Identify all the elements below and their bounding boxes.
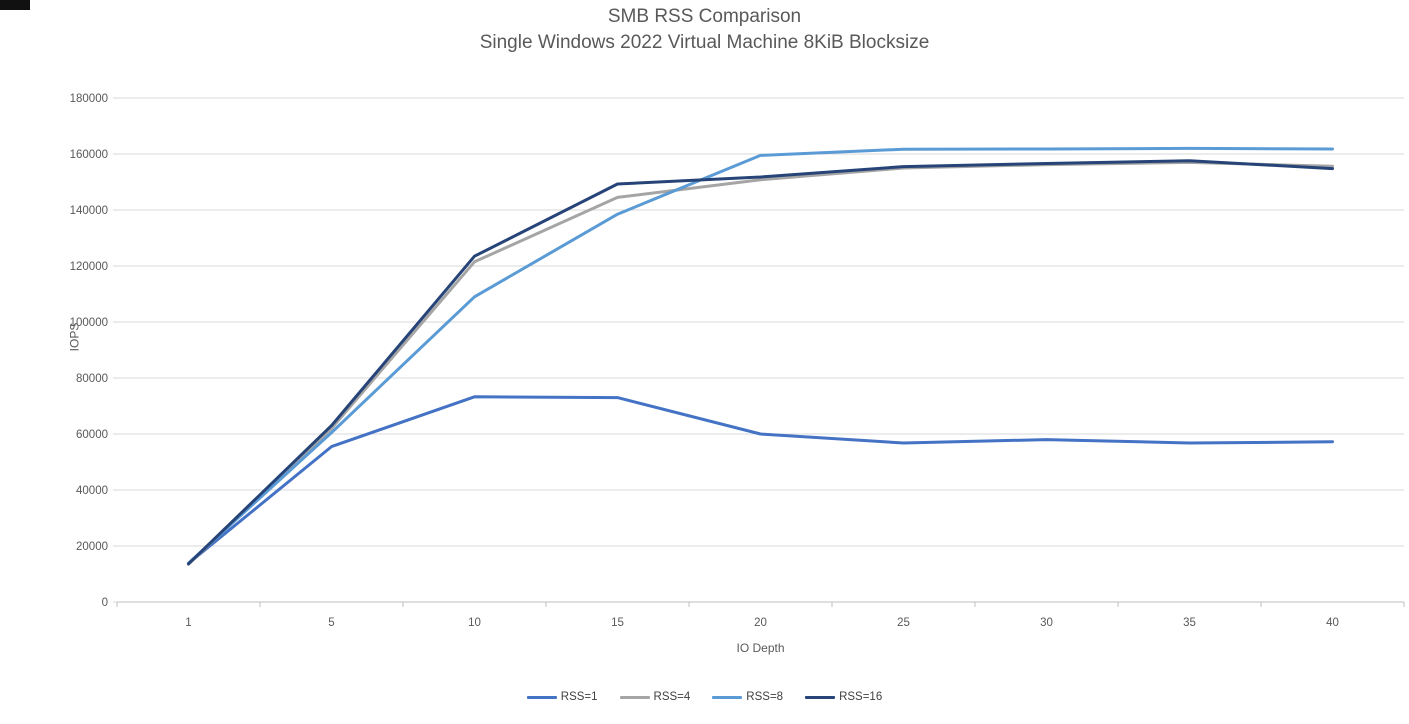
legend-item-rss4: RSS=4 [619,691,691,703]
legend-label-rss8: RSS=8 [746,691,784,703]
y-axis-title: IOPS [67,322,82,352]
series-line-rss8 [187,146,1334,565]
x-tick-label: 20 [754,617,767,629]
legend-label-rss16: RSS=16 [839,691,883,703]
x-tick-label: 40 [1326,617,1339,629]
y-tick-label: 40000 [76,485,108,497]
chart-legend: RSS=1 RSS=4 RSS=8 RSS=16 [0,691,1409,703]
legend-item-rss8: RSS=8 [712,691,783,703]
y-tick-label: 160000 [70,149,108,161]
y-tick-label: 180000 [70,93,108,105]
legend-item-rss16: RSS=16 [805,691,882,703]
legend-line-swatch-rss8 [712,695,743,699]
legend-label-rss1: RSS=1 [560,691,598,703]
y-tick-label: 20000 [76,541,108,553]
y-tick-label: 0 [102,597,108,609]
x-tick-label: 35 [1183,617,1196,629]
legend-line-swatch-rss4 [619,695,650,699]
legend-line-swatch-rss1 [526,695,557,699]
legend-line-swatch-rss16 [805,695,836,699]
window-corner-artifact [0,0,30,10]
x-tick-label: 30 [1040,617,1053,629]
y-tick-label: 60000 [76,429,108,441]
x-tick-label: 1 [185,617,191,629]
legend-item-rss1: RSS=1 [526,691,598,703]
y-tick-label: 120000 [70,261,108,273]
x-tick-label: 5 [328,617,334,629]
x-tick-label: 10 [468,617,481,629]
chart-title: SMB RSS Comparison [607,6,802,27]
y-tick-label: 80000 [76,373,108,385]
y-tick-label: 140000 [70,205,108,217]
y-tick-label: 100000 [70,317,108,329]
legend-label-rss4: RSS=4 [653,691,691,703]
chart-subtitle: Single Windows 2022 Virtual Machine 8KiB… [479,32,930,53]
x-tick-label: 25 [897,617,910,629]
chart-title-block: SMB RSS Comparison Single Windows 2022 V… [0,4,1409,56]
series-line-rss16 [187,159,1334,566]
x-tick-label: 15 [611,617,624,629]
x-axis-title: IO Depth [736,641,785,655]
series-line-rss1 [187,395,1334,565]
series-line-rss4 [187,160,1334,566]
